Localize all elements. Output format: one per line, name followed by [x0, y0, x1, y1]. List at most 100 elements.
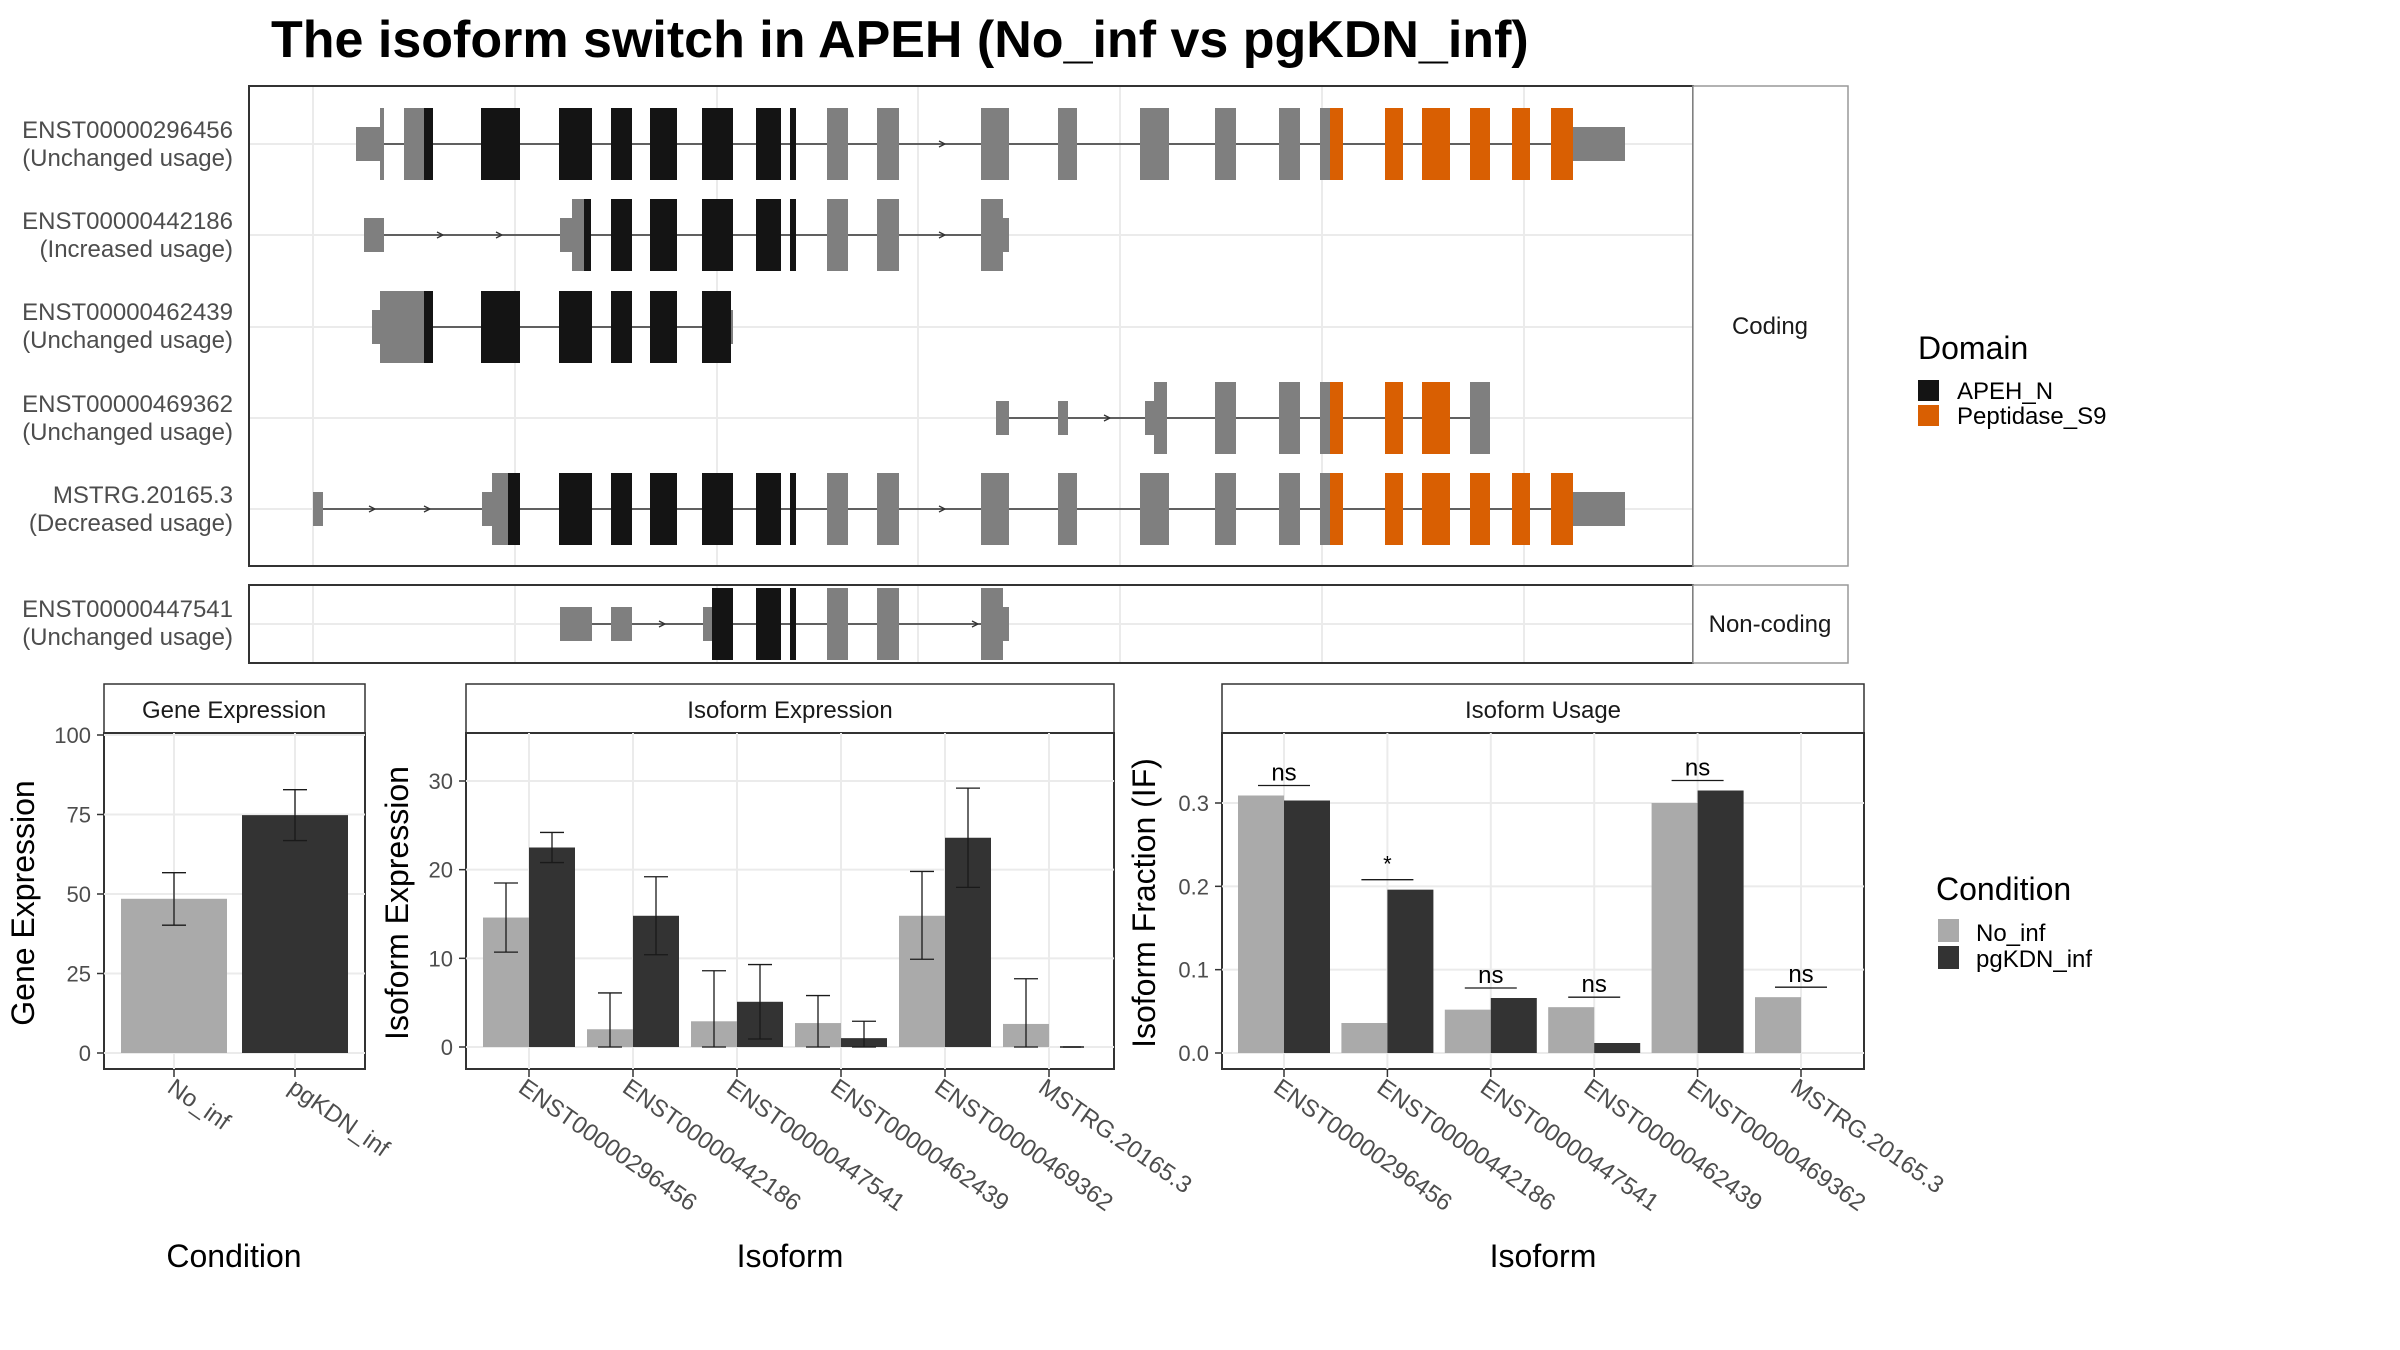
exon-cds — [1385, 108, 1403, 180]
y-tick-label: 0 — [441, 1035, 453, 1060]
exon-utr — [1573, 127, 1625, 161]
transcript-usage-label: (Unchanged usage) — [22, 145, 233, 172]
exon-cds — [1551, 108, 1573, 180]
legend-key-peptidase-s9 — [1918, 405, 1939, 426]
bar — [1651, 803, 1698, 1053]
domain-legend: Domain APEH_N Peptidase_S9 — [1918, 330, 2106, 430]
noncoding-transcript-tracks — [560, 588, 1009, 660]
exon-cds — [756, 473, 781, 545]
exon-utr — [482, 492, 492, 526]
exon-cds — [1058, 108, 1077, 180]
exon-utr — [560, 607, 592, 641]
exon-cds — [702, 473, 733, 545]
exon-cds — [1330, 382, 1343, 454]
exon-utr — [996, 401, 1009, 435]
gene-expression-x-label: Condition — [166, 1238, 301, 1274]
exon-cds — [702, 291, 731, 363]
bar — [1594, 1043, 1641, 1053]
exon-cds — [827, 473, 848, 545]
exon-utr — [356, 127, 380, 161]
transcript-usage-label: (Decreased usage) — [29, 510, 233, 537]
exon-cds — [481, 291, 520, 363]
isoform-usage-plot-border — [1221, 732, 1865, 1070]
bar — [1238, 795, 1284, 1053]
intron-arrow — [423, 505, 432, 513]
legend-key-pgkdn-inf — [1938, 946, 1959, 969]
exon-cds — [572, 199, 584, 271]
exon-cds — [827, 588, 848, 660]
bar — [1548, 1007, 1595, 1053]
exon-cds — [1279, 382, 1300, 454]
bar — [1697, 790, 1744, 1053]
isoform-expression-strip-title: Isoform Expression — [687, 697, 892, 724]
exon-cds — [1330, 473, 1343, 545]
exon-cds — [877, 108, 899, 180]
exon-utr — [1003, 607, 1009, 641]
exon-utr — [703, 607, 712, 641]
legend-key-apeh-n — [1918, 380, 1939, 401]
legend-label-no-inf: No_inf — [1976, 920, 2046, 947]
intron-arrow — [368, 505, 377, 513]
intron-arrow — [938, 140, 947, 148]
bar — [1387, 889, 1434, 1053]
exon-cds — [1279, 473, 1300, 545]
isoform-usage-x-label: Isoform — [1490, 1238, 1597, 1274]
exon-cds — [981, 588, 1003, 660]
exon-cds — [1470, 382, 1490, 454]
exon-cds — [1279, 108, 1300, 180]
exon-cds — [790, 199, 796, 271]
exon-utr — [1003, 218, 1009, 252]
exon-cds — [1215, 382, 1236, 454]
exon-cds — [492, 473, 508, 545]
exon-cds — [1422, 108, 1450, 180]
transcript-structure-noncoding: Non-coding — [248, 584, 1849, 664]
exon-utr — [1573, 492, 1625, 526]
exon-cds — [702, 108, 733, 180]
transcript-usage-label: (Unchanged usage) — [22, 327, 233, 354]
intron-arrow — [1103, 414, 1112, 422]
transcript-id-label: ENST00000447541 — [22, 596, 233, 623]
intron-arrow — [495, 231, 504, 239]
exon-cds — [790, 108, 796, 180]
isoform-usage-y-label: Isoform Fraction (IF) — [1126, 758, 1162, 1048]
exon-utr — [1145, 401, 1154, 435]
exon-utr — [313, 492, 323, 526]
exon-cds — [1422, 473, 1450, 545]
exon-cds — [1320, 108, 1330, 180]
bar — [1341, 1023, 1388, 1053]
legend-key-no-inf — [1938, 919, 1959, 942]
bar — [242, 815, 348, 1053]
exon-cds — [756, 108, 781, 180]
condition-legend-title: Condition — [1936, 871, 2071, 907]
domain-legend-title: Domain — [1918, 330, 2028, 366]
transcript-id-label: ENST00000442186 — [22, 208, 233, 235]
exon-cds — [650, 108, 677, 180]
transcript-id-label: ENST00000469362 — [22, 391, 233, 418]
noncoding-strip-label: Non-coding — [1709, 611, 1832, 638]
significance-label: ns — [1271, 760, 1296, 787]
noncoding-strip — [1692, 584, 1849, 664]
legend-label-apeh-n: APEH_N — [1957, 378, 2053, 405]
exon-cds — [1140, 473, 1169, 545]
exon-utr — [560, 218, 572, 252]
exon-cds — [827, 108, 848, 180]
intron-arrow — [938, 505, 947, 513]
transcript-id-label: ENST00000462439 — [22, 299, 233, 326]
bar — [1490, 998, 1537, 1053]
y-tick-label: 75 — [67, 803, 91, 828]
exon-cds — [1512, 473, 1530, 545]
transcript-usage-label: (Increased usage) — [40, 236, 233, 263]
gene-expression-y-label: Gene Expression — [5, 780, 41, 1025]
exon-cds — [611, 108, 632, 180]
intron-arrow — [658, 620, 667, 628]
y-tick-label: 0.2 — [1178, 874, 1209, 899]
y-tick-label: 25 — [67, 962, 91, 987]
legend-label-pgkdn-inf: pgKDN_inf — [1976, 946, 2092, 973]
exon-cds — [1330, 108, 1343, 180]
exon-cds — [481, 108, 520, 180]
significance-label: ns — [1685, 755, 1710, 782]
legend-label-peptidase-s9: Peptidase_S9 — [1957, 403, 2106, 430]
transcript-labels: ENST00000296456 (Unchanged usage) ENST00… — [22, 117, 233, 651]
transcript-usage-label: (Unchanged usage) — [22, 624, 233, 651]
